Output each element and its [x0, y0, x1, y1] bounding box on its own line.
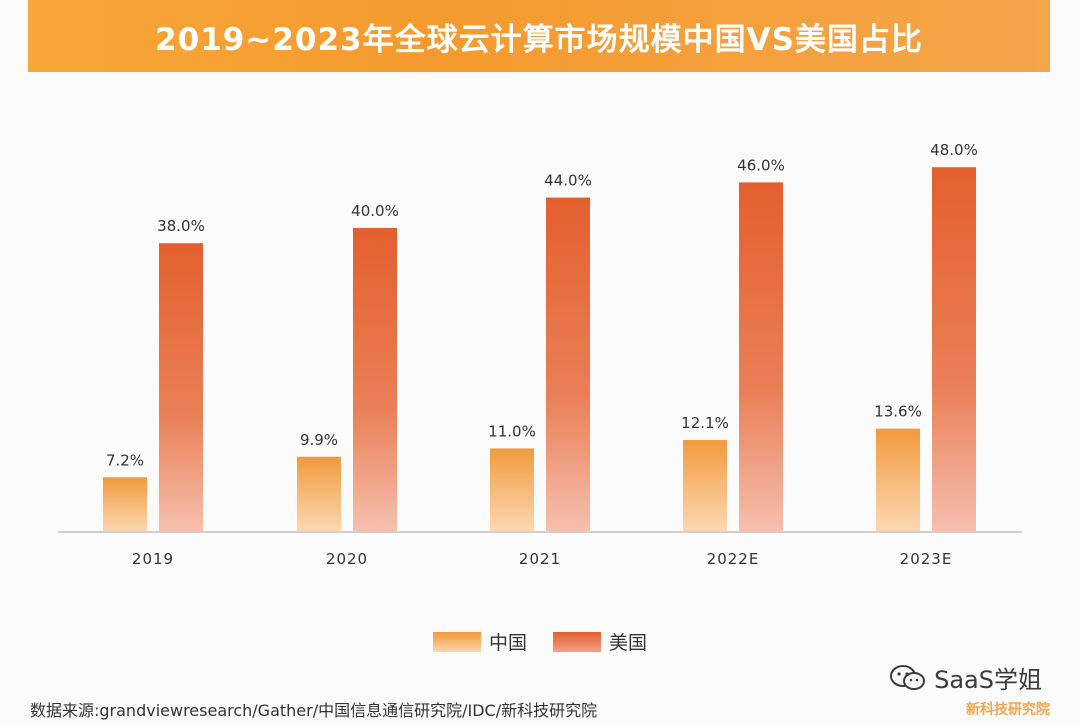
bar-china-2022e [683, 440, 727, 532]
legend: 中国 美国 [0, 628, 1080, 655]
data-label-china-2021: 11.0% [488, 422, 536, 440]
bar-china-2020 [297, 456, 341, 532]
legend-item-us: 美国 [553, 628, 647, 655]
data-source: 数据来源:grandviewresearch/Gather/中国信息通信研究院/… [30, 701, 598, 720]
x-tick-label-2023e: 2023E [900, 550, 953, 568]
bar-us-2021 [546, 197, 590, 532]
bar-us-2023e [932, 167, 976, 532]
bar-us-2022e [739, 182, 783, 532]
x-tick-label-2019: 2019 [132, 550, 174, 568]
legend-label-us: 美国 [609, 632, 648, 654]
bar-chart: 7.2% 38.0% 9.9% 40.0% 11.0% 44.0% 12.1% 46.0% 13… [58, 141, 1022, 568]
wechat-icon [890, 664, 926, 690]
legend-swatch-us [553, 631, 601, 652]
data-label-china-2022e: 12.1% [681, 414, 729, 432]
bar-us-2019 [159, 243, 203, 532]
bar-us-2020 [353, 228, 397, 532]
data-label-china-2019: 7.2% [106, 451, 144, 469]
watermark-text: SaaS学姐 [934, 666, 1042, 694]
x-tick-label-2021: 2021 [519, 550, 561, 568]
legend-swatch-china [432, 631, 481, 652]
brand-name: 新科技研究院 [966, 702, 1050, 718]
data-label-china-2023e: 13.6% [874, 403, 922, 421]
chart-title: 2019~2023年全球云计算市场规模中国VS美国占比 [155, 21, 923, 58]
bar-china-2023e [876, 428, 920, 532]
x-tick-label-2022e: 2022E [707, 550, 760, 568]
bar-china-2021 [490, 448, 534, 532]
data-label-china-2020: 9.9% [300, 431, 338, 449]
title-banner: 2019~2023年全球云计算市场规模中国VS美国占比 [28, 0, 1050, 72]
legend-item-china: 中国 [432, 628, 527, 655]
data-label-us-2020: 40.0% [351, 202, 399, 220]
bar-china-2019 [103, 477, 147, 532]
legend-label-china: 中国 [488, 632, 527, 654]
data-label-us-2022e: 46.0% [737, 156, 785, 174]
data-label-us-2019: 38.0% [157, 217, 205, 235]
x-tick-label-2020: 2020 [326, 550, 368, 568]
data-label-us-2021: 44.0% [544, 172, 592, 190]
watermark: SaaS学姐 [888, 660, 1042, 695]
data-label-us-2023e: 48.0% [930, 141, 978, 159]
